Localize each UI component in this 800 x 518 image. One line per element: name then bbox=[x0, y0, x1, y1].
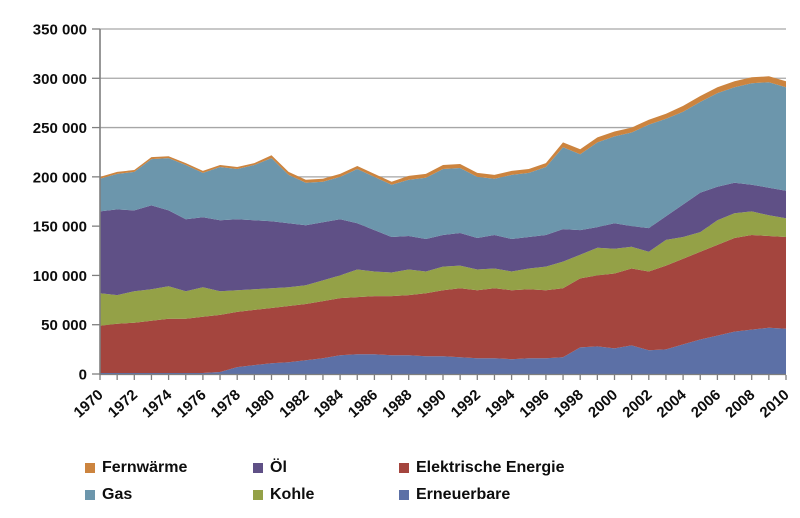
y-tick-label: 300 000 bbox=[33, 71, 87, 88]
legend-swatch-erneuerbare bbox=[399, 489, 409, 500]
y-tick-label: 150 000 bbox=[33, 219, 87, 236]
legend-swatch-gas bbox=[85, 489, 95, 500]
x-tick-label-1986: 1986 bbox=[345, 386, 381, 421]
x-tick-label-1980: 1980 bbox=[242, 386, 278, 421]
x-tick-label-2008: 2008 bbox=[722, 386, 758, 421]
chart-legend: Fernwärme Öl Elektrische Energie Gas Kohle Er… bbox=[85, 454, 629, 508]
x-tick-label-2004: 2004 bbox=[654, 386, 691, 421]
legend-label: Erneuerbare bbox=[416, 485, 511, 503]
legend-label: Fernwärme bbox=[102, 458, 188, 476]
x-tick-label-1970: 1970 bbox=[70, 386, 106, 421]
x-tick-label-1996: 1996 bbox=[516, 386, 552, 421]
x-tick-label-2006: 2006 bbox=[688, 386, 724, 421]
series-area-gas bbox=[100, 82, 786, 239]
y-tick-label: 50 000 bbox=[41, 317, 87, 334]
legend-label: Kohle bbox=[270, 485, 315, 503]
x-tick-label-2010: 2010 bbox=[756, 386, 792, 421]
legend-item-fernw-rme: Fernwärme bbox=[85, 459, 253, 477]
y-tick-label: 350 000 bbox=[33, 22, 87, 39]
y-tick-label: 250 000 bbox=[33, 120, 87, 137]
x-tick-label-1984: 1984 bbox=[311, 386, 348, 421]
y-tick-label: 200 000 bbox=[33, 169, 87, 186]
legend-label: Elektrische Energie bbox=[416, 458, 565, 476]
series-area-fernw-rme bbox=[100, 76, 786, 185]
legend-item-gas: Gas bbox=[85, 486, 253, 504]
x-tick-label-1998: 1998 bbox=[551, 386, 587, 421]
x-tick-label-1972: 1972 bbox=[105, 386, 141, 421]
series-area-elektrische-energie bbox=[100, 235, 786, 373]
x-tick-label-1974: 1974 bbox=[139, 386, 176, 421]
legend-label: Öl bbox=[270, 458, 287, 476]
legend-swatch-fernw-rme bbox=[85, 462, 95, 473]
legend-swatch-kohle bbox=[253, 489, 263, 500]
y-tick-label: 0 bbox=[79, 367, 87, 384]
legend-item-elektrische-energie: Elektrische Energie bbox=[399, 459, 629, 477]
x-tick-label-1990: 1990 bbox=[413, 386, 449, 421]
x-tick-label-2000: 2000 bbox=[585, 386, 621, 421]
x-tick-label-1982: 1982 bbox=[276, 386, 312, 421]
x-tick-label-1976: 1976 bbox=[173, 386, 209, 421]
legend-item-erneuerbare: Erneuerbare bbox=[399, 486, 629, 504]
legend-item-kohle: Kohle bbox=[253, 486, 399, 504]
y-tick-label: 100 000 bbox=[33, 268, 87, 285]
legend-swatch--l bbox=[253, 462, 263, 473]
x-tick-label-1994: 1994 bbox=[482, 386, 519, 421]
x-tick-label-1992: 1992 bbox=[448, 386, 484, 421]
x-tick-label-1988: 1988 bbox=[379, 386, 415, 421]
chart-plot-area: 0 50 000 100 000 150 000 200 000 250 000 300 0… bbox=[33, 22, 793, 422]
legend-label: Gas bbox=[102, 485, 133, 503]
legend-swatch-elektrische-energie bbox=[399, 462, 409, 473]
legend-item--l: Öl bbox=[253, 459, 399, 477]
x-tick-label-1978: 1978 bbox=[208, 386, 244, 421]
series-area-erneuerbare bbox=[100, 327, 786, 374]
x-tick-label-2002: 2002 bbox=[619, 386, 655, 421]
series-area--l bbox=[100, 182, 786, 296]
series-area-kohle bbox=[100, 211, 786, 326]
